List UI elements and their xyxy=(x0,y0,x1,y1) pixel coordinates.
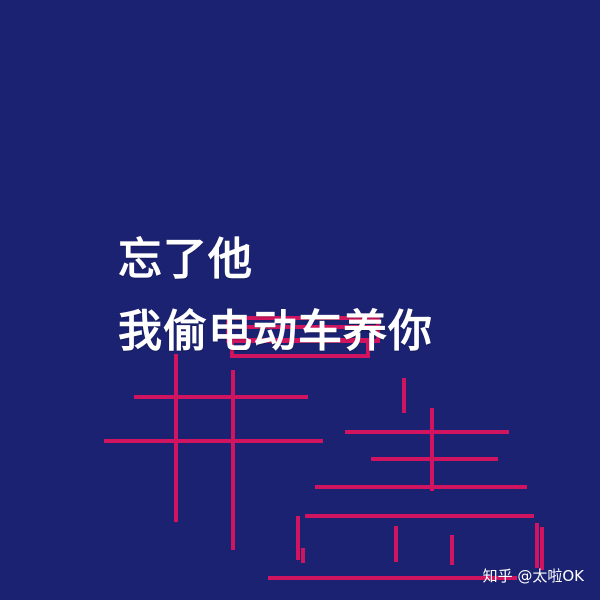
headline-line-1: 忘了他 xyxy=(118,238,253,282)
headline-line-1-text: 忘了他 xyxy=(118,234,253,285)
headline-line-2-struck: 电动车 xyxy=(208,306,343,357)
headline-line-2: 我偷电动车养你 xyxy=(118,310,433,354)
watermark: 知乎 @太啦OK xyxy=(482,567,584,585)
headline-line-2-prefix: 我偷 xyxy=(118,306,208,357)
headline-line-2-suffix: 养你 xyxy=(343,306,433,357)
